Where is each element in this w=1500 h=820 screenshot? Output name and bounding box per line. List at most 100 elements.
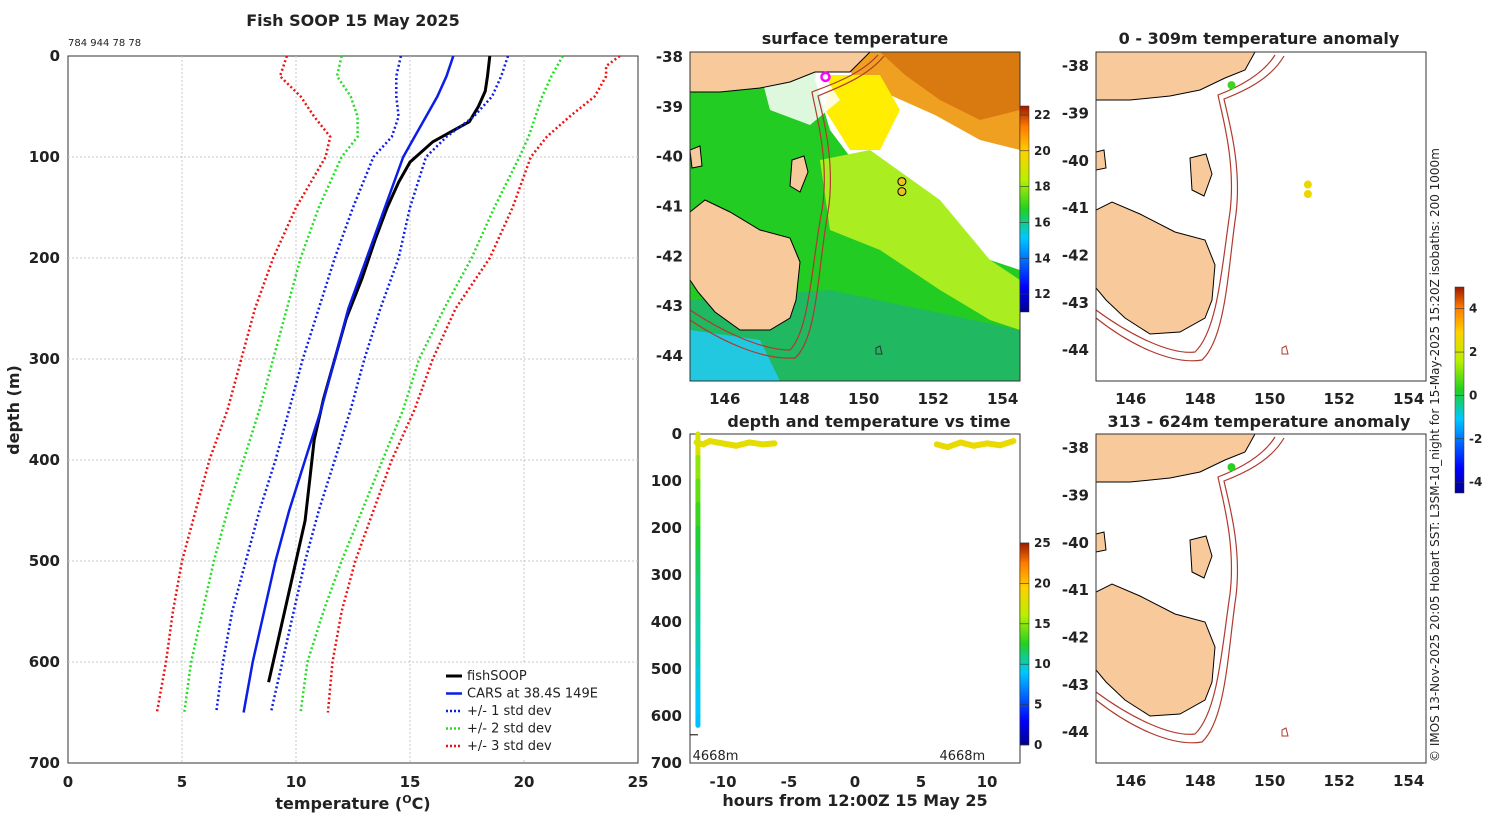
anomaly-lower-map	[1096, 434, 1426, 763]
profile-tick-labels: 0 5 10 15 20 25 0 100 200 300 400 500 600 700	[29, 47, 649, 791]
sst-marker-dot	[897, 177, 907, 187]
map-xtick: 148	[1185, 772, 1216, 790]
map-xtick: 152	[918, 390, 949, 408]
credit-note: © IMOS 13-Nov-2025 20:05 Hobart SST: L3S…	[1428, 148, 1442, 762]
legend-label: fishSOOP	[467, 669, 527, 684]
map-xtick: 148	[1185, 390, 1216, 408]
map-xtick: 150	[1254, 390, 1285, 408]
map-ytick: -39	[1062, 105, 1089, 123]
depth-time-colorbar	[1019, 542, 1030, 746]
profile-ytick: 200	[29, 249, 60, 267]
series-cars-at-38-4s-149e	[242, 55, 455, 713]
map-xtick: 154	[1393, 390, 1424, 408]
anomaly-upper-frame	[1095, 51, 1427, 382]
anomaly-colorbar-tick: 2	[1469, 345, 1477, 359]
profile-grid	[68, 56, 638, 763]
map-xtick: 154	[1393, 772, 1424, 790]
anomaly-marker	[1227, 81, 1236, 90]
anomaly-lower-panel: 313 - 624m temperature anomaly 146 148 150…	[1062, 412, 1427, 790]
depth-time-ytick: 100	[651, 472, 682, 490]
map-xtick: 146	[1115, 772, 1146, 790]
anomaly-colorbar-ticks: -4 -2 0 2 4	[1455, 302, 1482, 489]
anomaly-colorbar-tick: 0	[1469, 388, 1477, 402]
profile-xtick: 5	[177, 773, 187, 791]
anomaly-upper-map	[1096, 52, 1426, 381]
map-ytick: -38	[656, 48, 683, 66]
depth-time-xtick: 0	[850, 773, 860, 791]
sst-marker-dot	[897, 187, 907, 197]
anomaly-upper-panel: 0 - 309m temperature anomaly 146 148 150 15…	[1062, 29, 1427, 408]
map-ytick: -40	[1062, 534, 1089, 552]
depth-annotation: 4668m	[939, 749, 985, 764]
depth-annotation: 4668m	[693, 749, 739, 764]
series-fishsoop	[267, 55, 492, 683]
map-ytick: -41	[1062, 581, 1089, 599]
profile-ytick: 300	[29, 350, 60, 368]
map-xtick: 146	[1115, 390, 1146, 408]
anomaly-upper-isobath-1000	[1096, 55, 1285, 362]
sst-tasmania	[690, 199, 801, 331]
legend-box	[440, 664, 630, 758]
depth-time-colorbar-ticks: 0 5 10 15 20 25	[1020, 536, 1051, 752]
profile-legend: fishSOOP CARS at 38.4S 149E +/- 1 std dev +…	[440, 664, 630, 758]
legend-label: CARS at 38.4S 149E	[467, 687, 598, 702]
depth-time-ytick: 600	[651, 707, 682, 725]
map-xtick: 152	[1324, 772, 1355, 790]
profile-xtick: 10	[286, 773, 307, 791]
sst-mainland	[690, 52, 871, 93]
profile-ytick: 400	[29, 451, 60, 469]
series--1-std-dev	[214, 55, 403, 713]
depth-time-colorbar-tick: 5	[1034, 698, 1042, 712]
map-ytick: -43	[1062, 676, 1089, 694]
depth-time-colorbar-tick: 15	[1034, 617, 1051, 631]
profile-panel: 0 5 10 15 20 25 0 100 200 300 400 500 600 700 Fish SO…	[4, 11, 648, 813]
anomaly-upper-seamount	[1281, 345, 1289, 355]
depth-time-xtick: 10	[977, 773, 998, 791]
sst-map-area	[690, 52, 1020, 381]
profile-ytick: 600	[29, 653, 60, 671]
map-xtick: 150	[848, 390, 879, 408]
depth-time-axes-frame	[689, 433, 1021, 764]
sst-map-panel: surface temperature 146 148 150 152 15	[656, 29, 1051, 408]
anomaly-upper-isobath-200	[1096, 54, 1276, 353]
depth-time-colorbar-tick: 25	[1034, 536, 1051, 550]
sst-colorbar-tick: 16	[1034, 215, 1051, 229]
map-xtick: 150	[1254, 772, 1285, 790]
map-ytick: -44	[1062, 341, 1089, 359]
sst-colorbar-tick: 12	[1034, 287, 1051, 301]
profile-axes-frame	[67, 55, 639, 764]
map-ytick: -40	[1062, 152, 1089, 170]
depth-time-ytick: 500	[651, 660, 682, 678]
anomaly-colorbar-tick: -4	[1469, 475, 1482, 489]
legend-label: +/- 1 std dev	[467, 704, 552, 719]
sst-colorbar-tick: 22	[1034, 108, 1051, 122]
profile-ytick: 500	[29, 552, 60, 570]
sst-map-title: surface temperature	[762, 29, 949, 48]
map-ytick: -43	[1062, 294, 1089, 312]
profile-xtick: 25	[628, 773, 649, 791]
map-ytick: -42	[1062, 629, 1089, 647]
depth-time-ytick: 200	[651, 519, 682, 537]
sst-hot-region	[880, 52, 1020, 120]
anomaly-upper-mainland	[1096, 52, 1256, 101]
depth-time-xlabel: hours from 12:00Z 15 May 25	[722, 791, 987, 810]
anomaly-lower-tick-labels: 146 148 150 152 154 -38 -39 -40 -41 -42 -43 -44	[1062, 439, 1424, 790]
anomaly-upper-title: 0 - 309m temperature anomaly	[1119, 29, 1400, 48]
profile-ytick: 100	[29, 148, 60, 166]
profile-xtick: 15	[400, 773, 421, 791]
depth-time-data: 4668m 4668m	[690, 431, 1017, 764]
profile-series	[155, 54, 621, 713]
depth-time-xtick: -5	[781, 773, 798, 791]
series--3-std-dev-upper	[326, 54, 621, 713]
depth-time-ytick: 700	[651, 754, 682, 772]
sst-flinders-island	[789, 155, 809, 193]
anomaly-marker	[1303, 180, 1312, 189]
profile-xlabel: temperature (OC)	[275, 793, 430, 814]
series--1-std-dev-upper	[269, 55, 510, 713]
map-ytick: -40	[656, 148, 683, 166]
map-ytick: -44	[656, 347, 683, 365]
map-ytick: -41	[1062, 199, 1089, 217]
anomaly-lower-frame	[1095, 433, 1427, 764]
